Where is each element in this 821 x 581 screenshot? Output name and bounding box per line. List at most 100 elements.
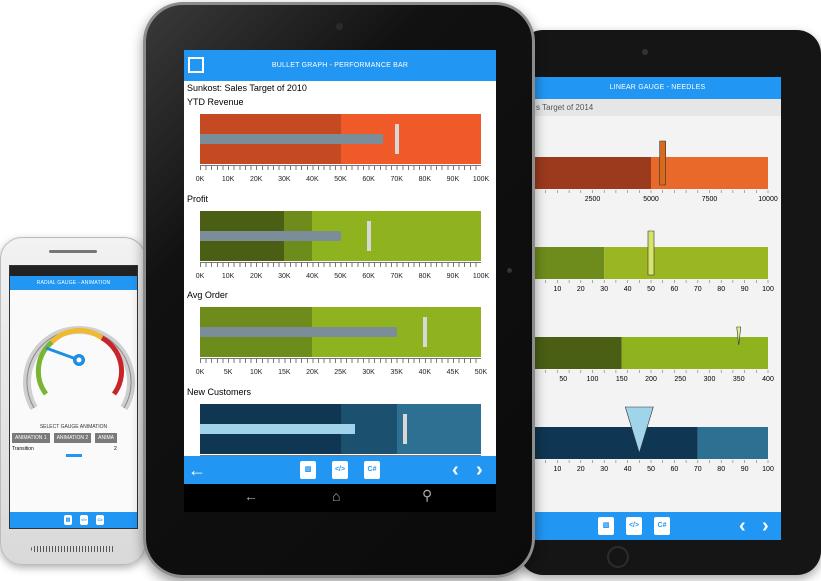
animation-3-button[interactable]: ANIMA — [95, 433, 117, 443]
next-icon[interactable]: › — [476, 459, 483, 481]
gauge-tick-label: 250 — [674, 376, 686, 383]
transition-label: Transition — [12, 446, 34, 452]
tick-label: 60K — [362, 176, 375, 183]
gauge-needle — [647, 230, 655, 276]
prev-icon[interactable]: ‹ — [739, 515, 746, 537]
gauge-tick-label: 60 — [671, 466, 679, 473]
bullet-graph-screen: BULLET GRAPH - PERFORMANCE BAR Sunkost: … — [184, 50, 496, 512]
linear-appbar: LINEAR GAUGE - NEEDLES — [534, 77, 781, 99]
animation-2-button[interactable]: ANIMATION 2 — [53, 433, 92, 443]
gauge-tick-label: 10 — [554, 466, 562, 473]
camera-icon — [642, 49, 648, 55]
graph-label: Avg Order — [187, 290, 228, 300]
gauge-tick-label: 20 — [577, 286, 585, 293]
next-icon[interactable]: › — [762, 515, 769, 537]
phone-bottom-speaker — [31, 546, 115, 552]
performance-bar — [200, 424, 355, 434]
tick-scale — [200, 165, 481, 173]
phone-speaker — [49, 250, 97, 253]
chart-icon[interactable]: ▧ — [300, 461, 316, 479]
target-marker — [422, 317, 427, 347]
code-icon[interactable]: </> — [332, 461, 348, 479]
gauge-range — [651, 157, 768, 189]
tick-label: 70K — [390, 273, 403, 280]
transition-slider[interactable] — [66, 454, 82, 457]
gauge-tick-label: 50 — [647, 466, 655, 473]
tick-label: 100K — [472, 176, 490, 183]
phone-frame: RADIAL GAUGE - ANIMATION SELECT GAUGE AN… — [0, 237, 146, 565]
csharp-icon[interactable]: C# — [364, 461, 380, 479]
tick-label: 0K — [195, 273, 205, 280]
csharp-icon[interactable]: C# — [654, 517, 670, 535]
gauge-tick-label: 100 — [587, 376, 599, 383]
animation-buttons: ANIMATION 1 ANIMATION 2 ANIMA — [10, 430, 137, 446]
tick-label: 80K — [418, 273, 432, 280]
performance-bar — [200, 134, 383, 144]
performance-bar — [200, 327, 397, 337]
back-icon[interactable]: ← — [244, 488, 258, 504]
chart-icon[interactable]: ▧ — [598, 517, 614, 535]
tick-label: 40K — [306, 176, 319, 183]
select-animation-label: SELECT GAUGE ANIMATION — [39, 424, 108, 430]
search-icon[interactable]: ⚲ — [422, 487, 433, 503]
gauge-needle — [624, 406, 654, 455]
tick-label: 40K — [306, 273, 319, 280]
code-icon[interactable]: </> — [80, 515, 88, 525]
gauge-tick-label: 90 — [741, 286, 749, 293]
code-icon[interactable]: </> — [626, 517, 642, 535]
transition-row: Transition 2 — [10, 446, 137, 460]
camera-icon — [336, 23, 343, 30]
gauge-tick-label: 70 — [694, 466, 702, 473]
side-sensor — [507, 268, 512, 273]
gauge-tick-label: 80 — [717, 466, 725, 473]
linear-bottom-bar: ▧ </> C# ‹ › — [534, 512, 781, 540]
gauge-tick-label: 70 — [694, 286, 702, 293]
linear-gauge-chart: 2500 5000 7500 10000 10 20 30 40 50 60 70 80 90 100 50… — [534, 140, 778, 473]
home-icon[interactable]: ⌂ — [332, 488, 341, 504]
target-marker — [366, 221, 371, 251]
gauge-tick-label: 100 — [762, 466, 774, 473]
main-appbar: BULLET GRAPH - PERFORMANCE BAR — [184, 50, 496, 81]
tick-label: 35K — [390, 369, 403, 376]
gauge-tick-label: 350 — [733, 376, 745, 383]
tick-label: 80K — [418, 176, 432, 183]
tick-label: 10K — [249, 369, 263, 376]
prev-icon[interactable]: ‹ — [452, 459, 459, 481]
tick-label: 70K — [390, 176, 403, 183]
gauge-tick-label: 40 — [624, 286, 632, 293]
app-logo-icon — [188, 57, 204, 73]
tick-scale — [200, 262, 481, 270]
gauge-needle — [659, 140, 666, 186]
graph-label: New Customers — [187, 387, 252, 397]
gauge-tick-label: 5000 — [643, 196, 659, 203]
chart-icon[interactable]: ▧ — [64, 515, 72, 525]
tick-label: 0K — [195, 369, 205, 376]
graph-label: Profit — [187, 194, 209, 204]
animation-1-button[interactable]: ANIMATION 1 — [12, 433, 50, 443]
android-nav-bar: ← ⌂ ⚲ — [184, 484, 496, 512]
home-button[interactable] — [607, 546, 629, 568]
gauge-tick-label: 300 — [704, 376, 716, 383]
tick-label: 15K — [278, 369, 291, 376]
tick-scale — [200, 358, 481, 366]
target-marker — [394, 124, 399, 154]
right-tablet-frame: LINEAR GAUGE - NEEDLES s Target of 2014 … — [519, 30, 821, 575]
gauge-range — [534, 247, 605, 279]
gauge-tick-label: 100 — [762, 286, 774, 293]
phone-bottom-bar: ▧ </> C# — [10, 512, 137, 528]
gauge-range — [534, 157, 651, 189]
status-bar — [10, 266, 137, 276]
page-subtitle: Sunkost: Sales Target of 2010 — [187, 83, 307, 93]
back-arrow-icon[interactable]: ← — [188, 460, 206, 480]
gauge-tick-label: 400 — [762, 376, 774, 383]
radial-gauge-screen: RADIAL GAUGE - ANIMATION SELECT GAUGE AN… — [9, 265, 138, 529]
tick-label: 50K — [334, 176, 347, 183]
csharp-icon[interactable]: C# — [96, 515, 104, 525]
gauge-range — [534, 427, 698, 459]
gauge-tick-label: 2500 — [585, 196, 601, 203]
page-title: BULLET GRAPH - PERFORMANCE BAR — [271, 62, 409, 69]
gauge-tick-label: 7500 — [702, 196, 718, 203]
linear-subtitle: s Target of 2014 — [534, 99, 781, 116]
gauge-tick-label: 150 — [616, 376, 628, 383]
tick-label: 50K — [334, 273, 347, 280]
